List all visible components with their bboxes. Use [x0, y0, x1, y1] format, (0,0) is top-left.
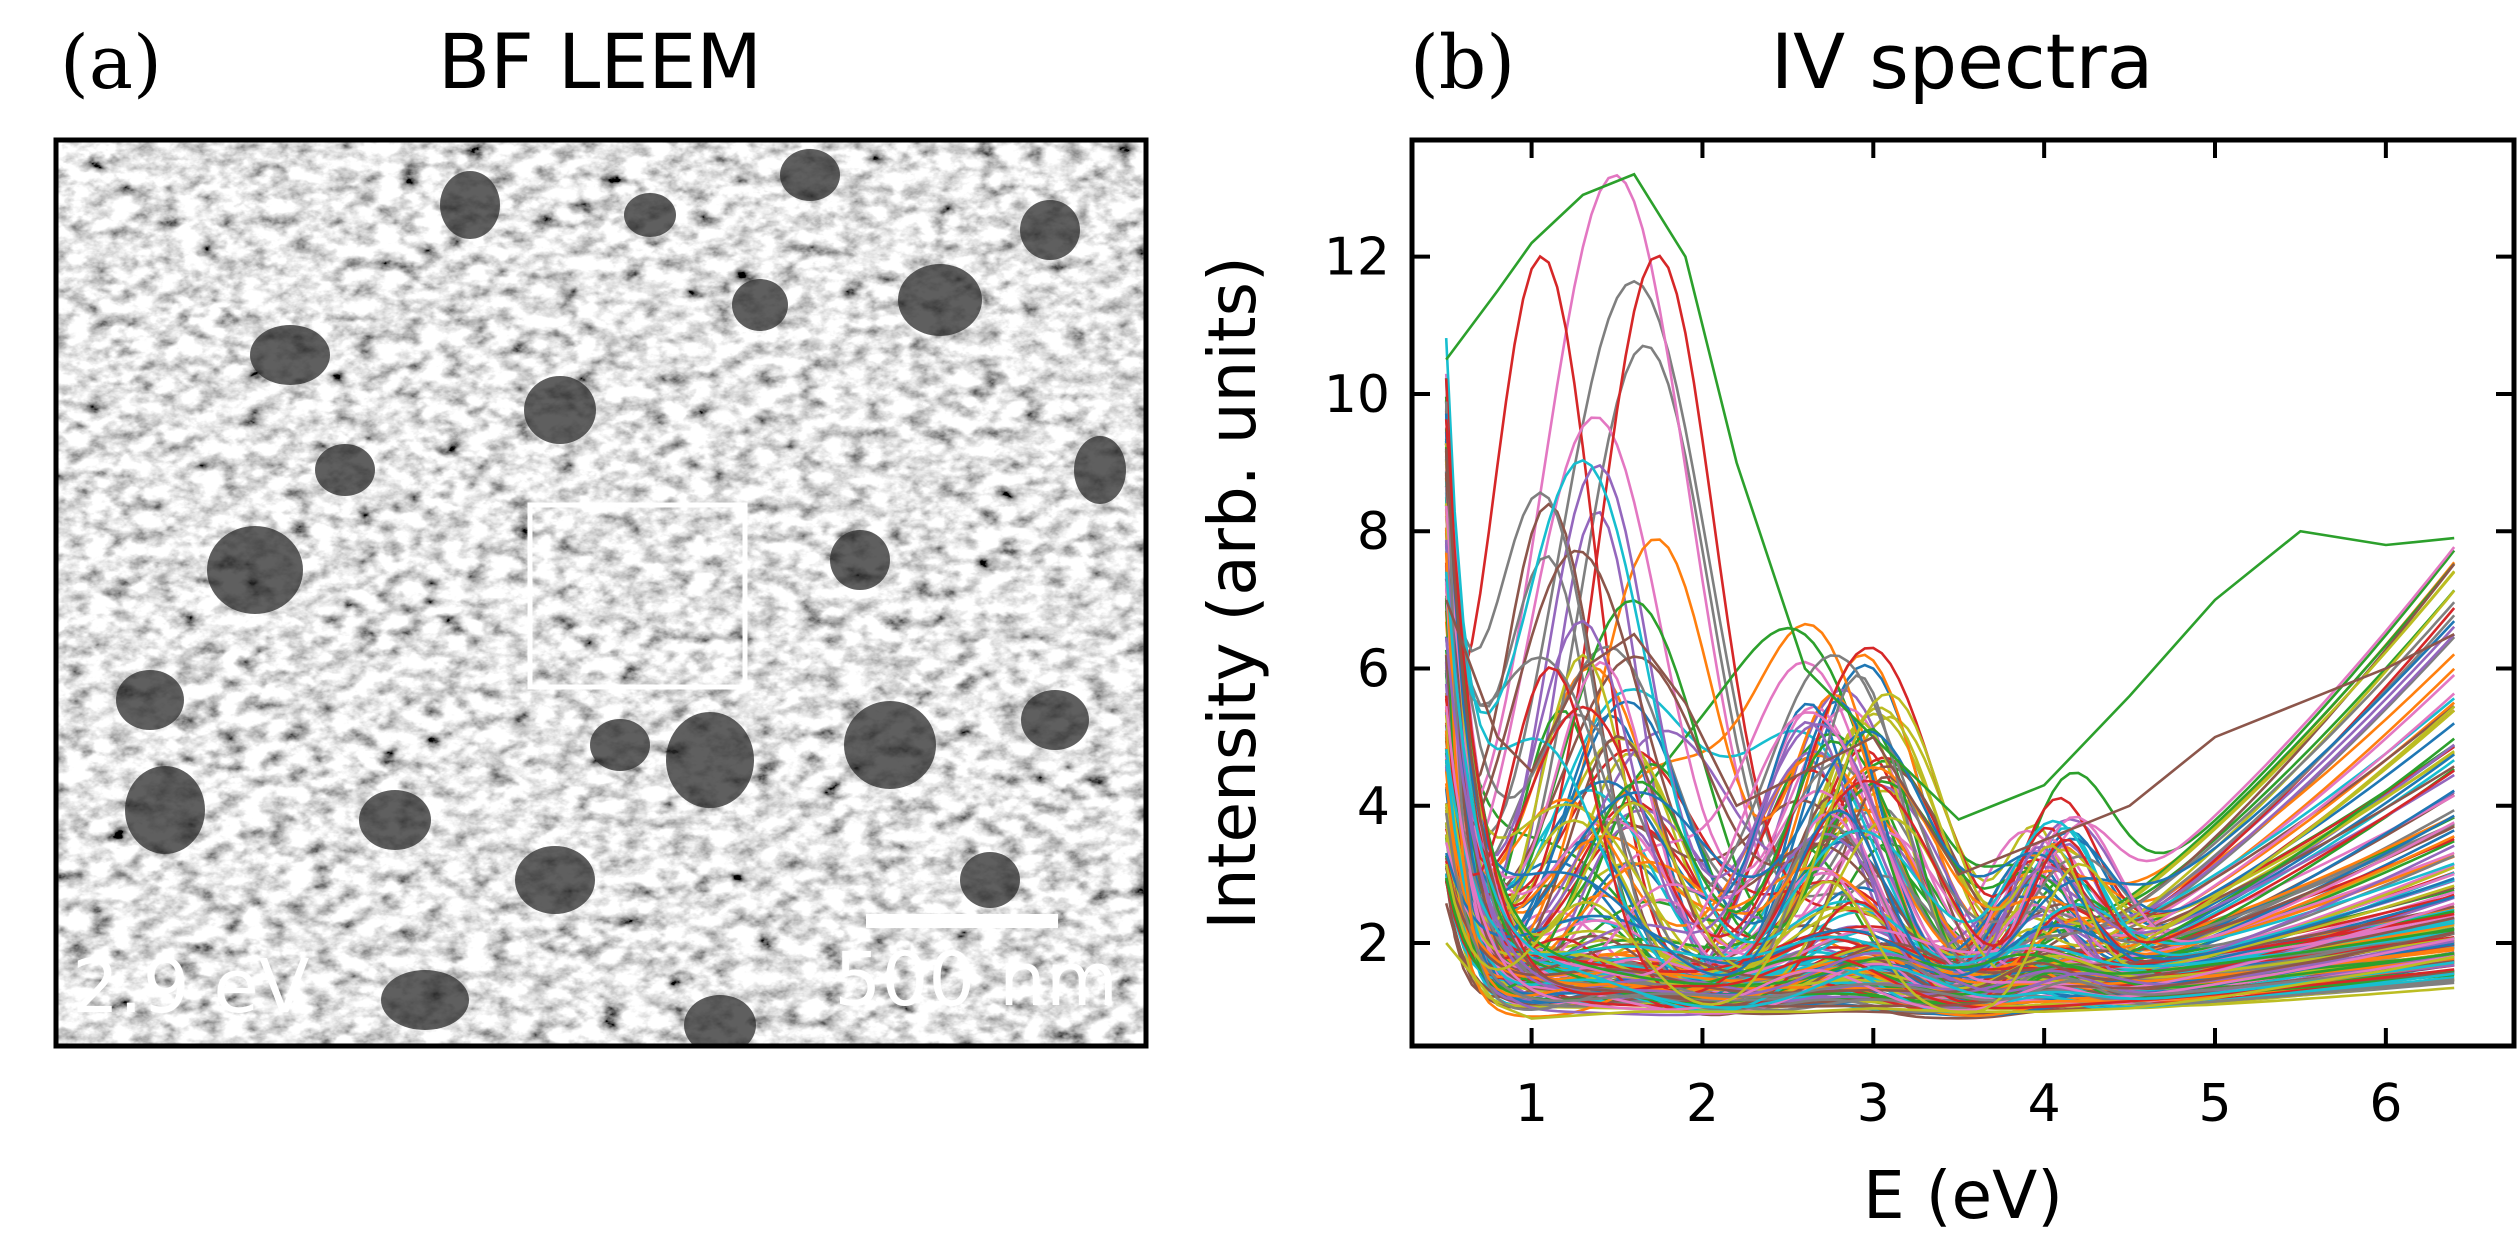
dark-grain	[1074, 436, 1126, 504]
dark-grain	[315, 444, 375, 496]
dark-grain	[624, 193, 676, 237]
leem-micrograph	[56, 140, 1146, 1046]
dark-grain	[830, 530, 890, 590]
dark-grain	[125, 766, 205, 854]
dark-grain	[1021, 690, 1089, 750]
x-tick-label: 5	[2198, 1074, 2231, 1134]
dark-grain	[684, 995, 756, 1046]
dark-grain	[359, 790, 431, 850]
y-tick-label: 12	[1324, 228, 1390, 288]
iv-curve	[1444, 654, 2455, 944]
panel-b-frame	[1409, 137, 2517, 1049]
iv-series-group	[1444, 172, 2456, 1020]
panel-b-letter: (b)	[1410, 20, 1515, 106]
dark-grain	[666, 712, 754, 808]
dark-grain	[780, 149, 840, 201]
dark-grain	[898, 264, 982, 336]
dark-grain	[524, 376, 596, 444]
iv-curve	[1444, 665, 2455, 996]
iv-curve	[1444, 571, 2455, 1009]
iv-curve	[1444, 812, 2455, 1003]
dark-grain	[440, 171, 500, 239]
iv-curve	[1444, 413, 2455, 978]
x-tick-label: 2	[1686, 1074, 1719, 1134]
dark-grain	[960, 852, 1020, 908]
iv-curve	[1444, 563, 2456, 1003]
y-tick-label: 8	[1357, 502, 1390, 562]
dark-grains	[116, 149, 1126, 1046]
scale-bar-label: 500 nm	[834, 937, 1118, 1023]
iv-curve	[1444, 471, 2455, 998]
panel-b-title: IV spectra	[1771, 17, 2154, 106]
dark-grain	[207, 526, 303, 614]
y-axis-label: Intensity (arb. units)	[1194, 256, 1271, 929]
x-tick-label: 1	[1515, 1074, 1548, 1134]
iv-curve-curve-high-peak	[1445, 172, 2455, 822]
iv-curve	[1444, 633, 2456, 986]
scale-bar	[866, 914, 1058, 928]
dark-grain	[515, 846, 595, 914]
dark-grain	[590, 719, 650, 771]
panel-a-letter: (a)	[60, 20, 162, 106]
dark-grain	[844, 701, 936, 789]
x-tick-label: 6	[2369, 1074, 2402, 1134]
panel-a-title: BF LEEM	[438, 17, 762, 106]
energy-label: 2.9 eV	[72, 944, 310, 1030]
dark-grain	[1020, 200, 1080, 260]
iv-curve-curve-low	[1445, 942, 2455, 1020]
iv-curve	[1444, 571, 2456, 977]
dark-grain	[116, 670, 184, 730]
x-tick-label: 4	[2028, 1074, 2061, 1134]
dark-grain	[381, 970, 469, 1030]
x-tick-label: 3	[1857, 1074, 1890, 1134]
iv-curve	[1444, 447, 2455, 987]
region-of-interest-box[interactable]	[527, 502, 748, 690]
dark-grain	[732, 279, 788, 331]
iv-curve	[1444, 842, 2455, 978]
y-tick-label: 6	[1357, 640, 1390, 700]
panel-a-frame	[53, 137, 1149, 1049]
dark-grain	[250, 325, 330, 385]
y-tick-label: 2	[1357, 914, 1390, 974]
iv-curve	[1444, 663, 2455, 1004]
x-axis-label: E (eV)	[1863, 1157, 2063, 1234]
y-tick-label: 10	[1324, 365, 1390, 425]
iv-curve	[1444, 621, 2455, 979]
iv-curve-curve-mid	[1444, 599, 2455, 877]
y-tick-label: 4	[1357, 777, 1390, 837]
iv-curve	[1444, 443, 2455, 970]
iv-curve	[1444, 448, 2455, 1008]
